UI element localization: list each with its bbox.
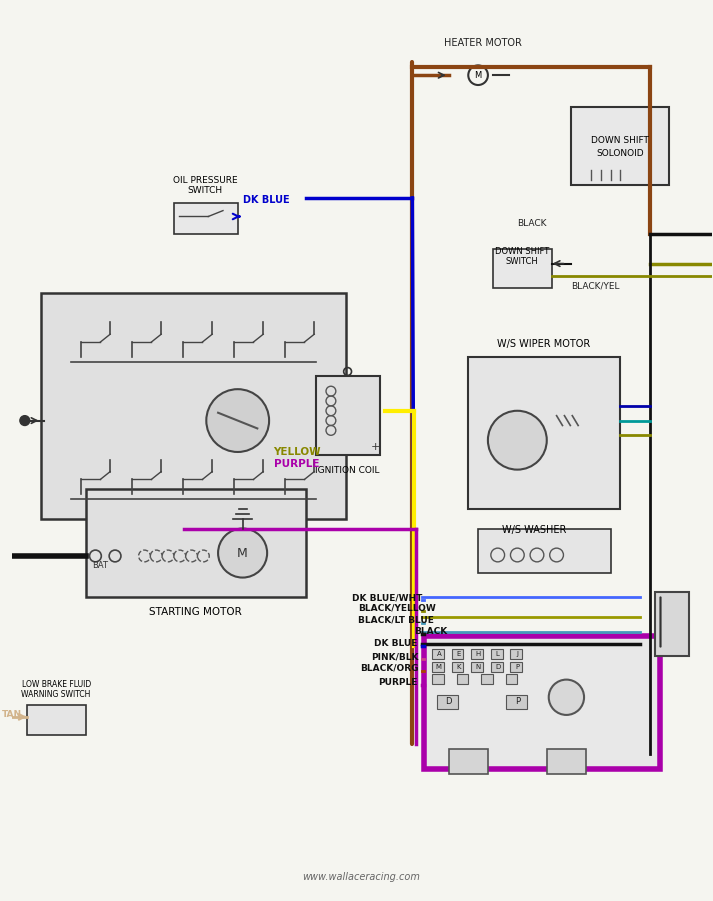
Text: DOWN SHIFT: DOWN SHIFT	[591, 136, 650, 145]
Text: TAN: TAN	[1, 710, 22, 719]
Bar	[424, 636, 660, 769]
Bar	[41, 293, 346, 519]
Bar	[506, 696, 527, 709]
Text: J: J	[516, 651, 518, 657]
Text: YELLOW: YELLOW	[273, 447, 320, 457]
Bar	[571, 106, 670, 185]
Text: HEATER MOTOR: HEATER MOTOR	[444, 38, 522, 48]
Text: +: +	[370, 442, 380, 452]
Circle shape	[218, 529, 267, 578]
Bar	[174, 203, 237, 234]
Bar	[451, 662, 463, 672]
Bar	[511, 650, 522, 659]
Text: K: K	[456, 664, 461, 669]
Circle shape	[488, 411, 547, 469]
Bar	[432, 674, 443, 684]
Bar	[316, 377, 380, 455]
Text: W/S WASHER: W/S WASHER	[502, 525, 566, 535]
Bar	[451, 650, 463, 659]
Text: A: A	[436, 651, 441, 657]
Text: BLACK/YEL: BLACK/YEL	[572, 281, 620, 290]
Bar	[432, 662, 443, 672]
Circle shape	[549, 679, 584, 714]
Text: M: M	[436, 664, 442, 669]
Text: DK BLUE/WHT: DK BLUE/WHT	[352, 593, 422, 602]
Text: BLACK/ORG: BLACK/ORG	[360, 664, 419, 673]
Text: H: H	[476, 651, 481, 657]
Text: SWITCH: SWITCH	[188, 186, 223, 195]
Text: D: D	[495, 664, 501, 669]
Bar	[27, 705, 86, 734]
Text: DOWN SHIFT: DOWN SHIFT	[495, 247, 550, 256]
Text: P: P	[515, 696, 520, 705]
Bar	[491, 650, 503, 659]
Text: IGNITION COIL: IGNITION COIL	[315, 466, 380, 475]
Text: BLACK/YELLOW: BLACK/YELLOW	[358, 604, 436, 613]
Text: N: N	[476, 664, 481, 669]
Circle shape	[20, 415, 30, 425]
Bar	[506, 674, 518, 684]
Text: LOW BRAKE FLUID: LOW BRAKE FLUID	[21, 680, 91, 689]
Bar	[478, 529, 610, 573]
Text: PURPLE: PURPLE	[274, 459, 319, 469]
Text: WARNING SWITCH: WARNING SWITCH	[21, 690, 91, 699]
Text: BLACK: BLACK	[518, 219, 547, 228]
Bar	[456, 674, 468, 684]
Bar	[493, 249, 552, 288]
Bar	[491, 662, 503, 672]
Text: SWITCH: SWITCH	[506, 257, 538, 266]
Circle shape	[206, 389, 269, 452]
Text: DK BLUE: DK BLUE	[242, 195, 289, 205]
Text: STARTING MOTOR: STARTING MOTOR	[149, 607, 242, 617]
Text: SOLONOID: SOLONOID	[597, 150, 644, 159]
Bar	[481, 674, 493, 684]
Text: M: M	[237, 547, 248, 560]
Bar	[547, 750, 586, 774]
Bar	[468, 357, 620, 509]
Text: BLACK: BLACK	[414, 627, 448, 636]
Bar	[511, 662, 522, 672]
Text: PINK/BLK: PINK/BLK	[371, 652, 419, 661]
Text: L: L	[496, 651, 500, 657]
Text: www.wallaceracing.com: www.wallaceracing.com	[302, 872, 420, 882]
Bar	[437, 696, 458, 709]
Bar	[655, 592, 689, 656]
Text: M: M	[474, 70, 482, 79]
Bar	[471, 650, 483, 659]
Text: E: E	[456, 651, 461, 657]
Text: OIL PRESSURE: OIL PRESSURE	[173, 176, 237, 185]
Text: P: P	[515, 664, 519, 669]
Text: PURPLE: PURPLE	[378, 678, 417, 687]
Bar	[432, 650, 443, 659]
Text: DK BLUE: DK BLUE	[374, 639, 417, 648]
Text: BAT: BAT	[93, 560, 108, 569]
Text: BLACK/LT BLUE: BLACK/LT BLUE	[358, 615, 434, 624]
Bar	[471, 662, 483, 672]
Bar	[86, 489, 307, 597]
Text: D: D	[446, 696, 452, 705]
Bar	[448, 750, 488, 774]
Text: W/S WIPER MOTOR: W/S WIPER MOTOR	[497, 339, 590, 349]
